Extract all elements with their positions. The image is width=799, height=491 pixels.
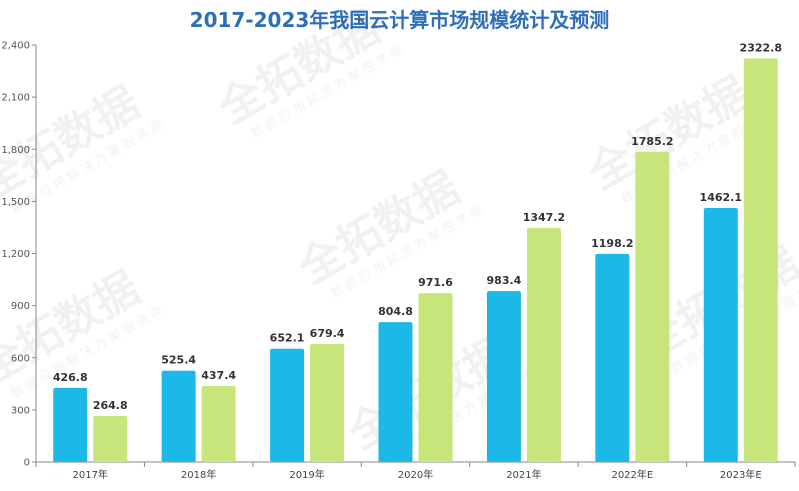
data-label: 1347.2: [523, 211, 565, 224]
chart-axes: 0 300 600 900 1,200 1,500 1,800 2,100 2,400: [1, 41, 796, 469]
data-label: 1785.2: [631, 135, 673, 148]
bar: [53, 387, 88, 462]
y-tick-label: 600: [11, 353, 30, 364]
data-label: 1462.1: [700, 191, 742, 204]
data-label: 437.4: [201, 369, 236, 382]
x-tick-label: 2017年: [72, 468, 107, 481]
bar: [703, 207, 738, 462]
chart-bars: [53, 58, 778, 462]
x-tick-label: 2023年E: [720, 468, 762, 481]
bar: [635, 151, 670, 462]
x-tick-label: 2019年: [289, 468, 324, 481]
chart-labels: 426.8 264.8 2017年 525.4 437.4 2018年 652.1 679.4…: [53, 41, 782, 481]
y-tick-label: 900: [11, 301, 30, 312]
data-label: 971.6: [418, 276, 453, 289]
y-tick-label: 1,500: [1, 197, 30, 208]
data-label: 525.4: [161, 354, 196, 367]
x-tick-label: 2021年: [506, 468, 541, 481]
bar: [161, 370, 196, 462]
bar: [526, 227, 561, 462]
data-label: 426.8: [53, 371, 88, 384]
data-label: 2322.8: [740, 41, 782, 54]
y-tick-label: 300: [11, 405, 30, 416]
data-label: 1198.2: [591, 237, 633, 250]
bar: [378, 322, 413, 462]
y-tick-label: 0: [24, 458, 30, 469]
data-label: 652.1: [270, 332, 305, 345]
chart-title: 2017-2023年我国云计算市场规模统计及预测: [189, 8, 610, 32]
data-label: 264.8: [93, 399, 128, 412]
bar: [201, 386, 236, 462]
y-tick-label: 2,400: [1, 41, 30, 52]
data-label: 804.8: [378, 305, 413, 318]
data-label: 983.4: [487, 274, 522, 287]
bar: [93, 415, 128, 462]
bar: [595, 253, 630, 462]
y-tick-label: 1,200: [1, 249, 30, 260]
bar: [310, 343, 345, 462]
bar: [743, 58, 778, 462]
bar: [486, 291, 521, 462]
data-label: 679.4: [310, 327, 345, 340]
bar: [270, 348, 305, 462]
bar: [418, 293, 453, 462]
x-tick-label: 2020年: [398, 468, 433, 481]
y-tick-label: 2,100: [1, 93, 30, 104]
x-tick-label: 2022年E: [611, 468, 653, 481]
x-tick-label: 2018年: [181, 468, 216, 481]
y-tick-label: 1,800: [1, 145, 30, 156]
